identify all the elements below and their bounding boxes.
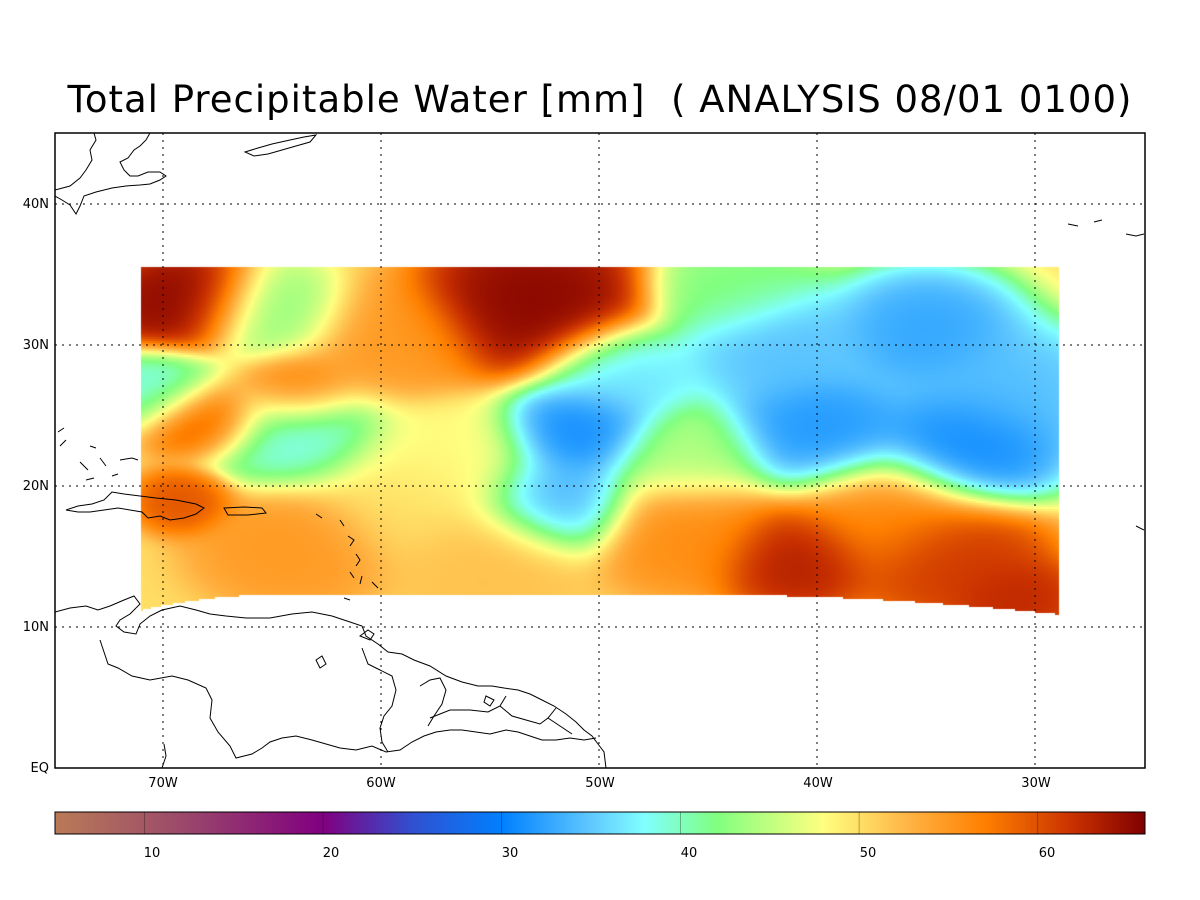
coastline-north-america <box>55 133 167 215</box>
colorbar-ticks <box>144 812 1039 834</box>
lon-label-30w: 30W <box>1021 776 1051 791</box>
colorbar-label-30: 30 <box>502 846 519 861</box>
coastline-atlantic-islands <box>1067 219 1145 531</box>
lat-label-10n: 10N <box>23 620 49 635</box>
plot-frame <box>54 132 1146 769</box>
coastlines <box>55 133 1145 768</box>
lon-label-60w: 60W <box>366 776 396 791</box>
coastline-south-america <box>55 595 607 768</box>
coastline-puerto-rico <box>223 506 267 516</box>
colorbar-label-20: 20 <box>323 846 340 861</box>
lon-label-50w: 50W <box>585 776 615 791</box>
lon-label-70w: 70W <box>148 776 178 791</box>
colorbar-label-50: 50 <box>860 846 877 861</box>
country-borders <box>99 639 597 768</box>
longitude-labels: 70W 60W 50W 40W 30W <box>148 776 1051 791</box>
coastline-nova-scotia <box>243 134 318 157</box>
colorbar-label-60: 60 <box>1039 846 1056 861</box>
coastline-hispaniola <box>65 491 205 521</box>
colorbar-label-40: 40 <box>681 846 698 861</box>
coastline-lesser-antilles <box>315 513 379 601</box>
graticule <box>55 133 1145 768</box>
coastline-trinidad <box>358 629 375 641</box>
lat-label-eq: EQ <box>31 761 49 776</box>
lat-label-40n: 40N <box>23 197 49 212</box>
colorbar-label-10: 10 <box>144 846 161 861</box>
map-title: Total Precipitable Water [mm] ( ANALYSIS… <box>67 78 1133 121</box>
colorbar: 10 20 30 40 50 60 <box>54 811 1146 861</box>
latitude-labels: 40N 30N 20N 10N EQ <box>23 197 49 776</box>
lat-label-30n: 30N <box>23 338 49 353</box>
colorbar-bar <box>54 811 1146 835</box>
coastline-bahamas <box>57 427 139 481</box>
lon-label-40w: 40W <box>803 776 833 791</box>
lat-label-20n: 20N <box>23 479 49 494</box>
